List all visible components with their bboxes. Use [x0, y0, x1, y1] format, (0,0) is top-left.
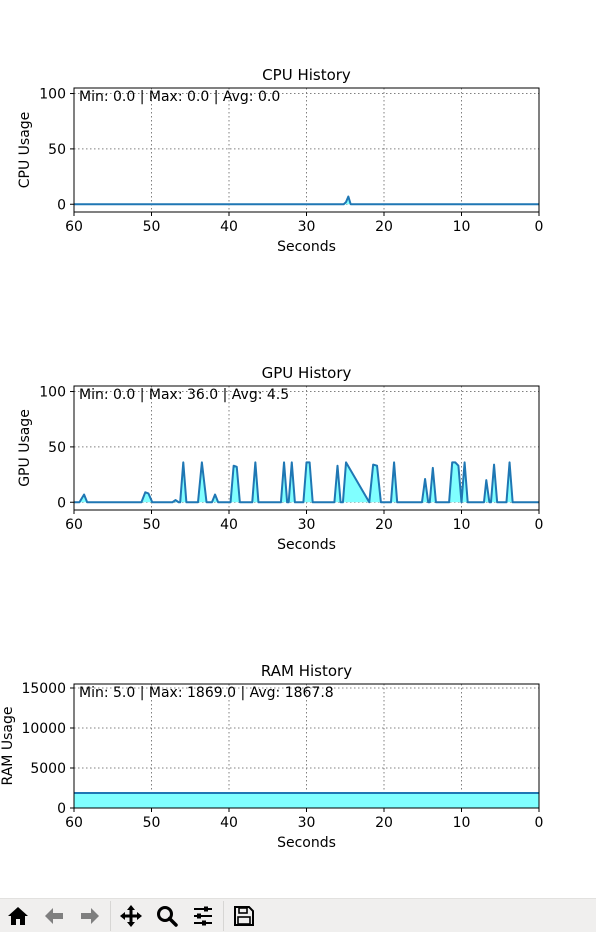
- toolbar-separator: [223, 900, 224, 931]
- home-button[interactable]: [0, 900, 36, 932]
- y-tick-label: 0: [57, 197, 66, 213]
- chart-2: RAM History 60 50 40 30 20 10 0 0 5000 10000 15000 S…: [0, 662, 543, 851]
- back-button[interactable]: [36, 900, 72, 932]
- y-tick-label: 5000: [30, 761, 66, 777]
- chart-title: RAM History: [261, 662, 352, 680]
- y-tick-label: 50: [48, 440, 66, 456]
- y-tick-label: 50: [48, 142, 66, 158]
- y-tick-label: 15000: [21, 681, 66, 697]
- forward-button[interactable]: [72, 900, 108, 932]
- x-tick-label: 10: [453, 219, 471, 235]
- x-tick-label: 50: [143, 517, 161, 533]
- x-tick-label: 10: [453, 815, 471, 831]
- series-area: [74, 793, 539, 808]
- magnifier-icon: [157, 905, 178, 927]
- floppy-disk-icon: [234, 905, 254, 926]
- x-axis-label: Seconds: [277, 239, 336, 255]
- stats-annotation: Min: 0.0 | Max: 36.0 | Avg: 4.5: [79, 387, 289, 403]
- chart-title: GPU History: [262, 364, 352, 382]
- arrow-left-icon: [45, 907, 63, 924]
- sliders-icon: [194, 906, 212, 925]
- series-line: [74, 195, 539, 206]
- pan-button[interactable]: [113, 900, 149, 932]
- x-tick-label: 40: [220, 517, 238, 533]
- x-tick-label: 30: [298, 517, 316, 533]
- x-tick-label: 40: [220, 219, 238, 235]
- toolbar-separator: [110, 900, 111, 931]
- move-icon: [120, 904, 142, 927]
- x-tick-label: 40: [220, 815, 238, 831]
- x-tick-label: 0: [535, 219, 544, 235]
- y-tick-label: 0: [57, 495, 66, 511]
- x-tick-label: 30: [298, 219, 316, 235]
- series-line: [74, 461, 539, 504]
- x-tick-label: 30: [298, 815, 316, 831]
- configure-subplots-button[interactable]: [185, 900, 221, 932]
- x-tick-label: 20: [375, 815, 393, 831]
- x-tick-label: 60: [65, 517, 83, 533]
- y-tick-label: 0: [57, 801, 66, 817]
- x-tick-label: 0: [535, 517, 544, 533]
- x-tick-label: 20: [375, 517, 393, 533]
- y-axis-label: CPU Usage: [17, 112, 33, 189]
- stats-annotation: Min: 5.0 | Max: 1869.0 | Avg: 1867.8: [79, 685, 334, 701]
- x-tick-label: 0: [535, 815, 544, 831]
- y-axis-label: GPU Usage: [17, 409, 33, 487]
- y-tick-label: 100: [39, 385, 66, 401]
- series-area: [74, 462, 539, 503]
- x-tick-label: 20: [375, 219, 393, 235]
- arrow-right-icon: [81, 907, 99, 924]
- navigation-toolbar: [0, 898, 596, 932]
- y-axis-label: RAM Usage: [0, 707, 16, 786]
- save-button[interactable]: [226, 900, 262, 932]
- x-tick-label: 50: [143, 219, 161, 235]
- chart-title: CPU History: [262, 66, 351, 84]
- x-tick-label: 50: [143, 815, 161, 831]
- y-tick-label: 100: [39, 87, 66, 103]
- x-tick-label: 10: [453, 517, 471, 533]
- x-tick-label: 60: [65, 815, 83, 831]
- y-tick-label: 10000: [21, 721, 66, 737]
- x-axis-label: Seconds: [277, 537, 336, 553]
- x-axis-label: Seconds: [277, 835, 336, 851]
- stats-annotation: Min: 0.0 | Max: 0.0 | Avg: 0.0: [79, 89, 280, 105]
- zoom-button[interactable]: [149, 900, 185, 932]
- x-tick-label: 60: [65, 219, 83, 235]
- home-icon: [8, 906, 28, 925]
